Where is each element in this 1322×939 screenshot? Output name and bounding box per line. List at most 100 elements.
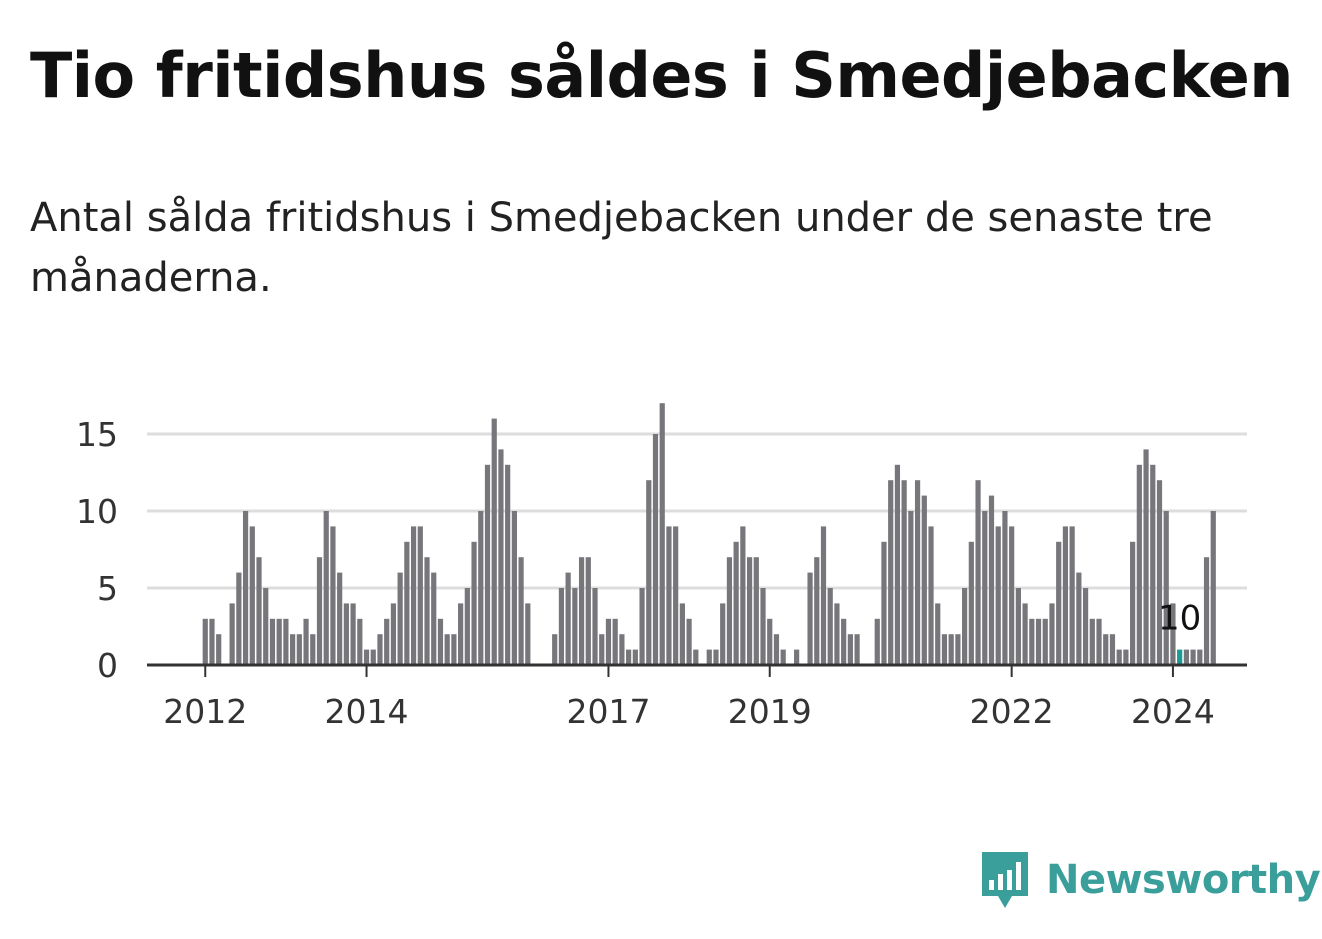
bar xyxy=(908,511,914,665)
x-tick-label: 2024 xyxy=(1131,692,1215,731)
bar xyxy=(1009,526,1015,665)
bars xyxy=(202,403,1216,665)
bar xyxy=(888,480,894,665)
bar xyxy=(505,464,511,665)
bar xyxy=(337,572,343,665)
x-tick-label: 2012 xyxy=(163,692,247,731)
bar xyxy=(498,449,504,665)
bar xyxy=(478,511,484,665)
y-tick-label: 5 xyxy=(97,569,118,608)
bar xyxy=(626,649,632,665)
bar xyxy=(666,526,672,665)
bar xyxy=(202,618,208,665)
bar xyxy=(746,557,753,665)
bar xyxy=(1210,511,1216,665)
bar xyxy=(1116,649,1122,665)
bar xyxy=(330,526,336,665)
bar xyxy=(780,649,786,665)
bar xyxy=(410,526,417,665)
bar xyxy=(464,588,470,665)
bar xyxy=(975,480,981,665)
bar xyxy=(720,603,726,665)
x-tick-label: 2014 xyxy=(325,692,409,731)
bar xyxy=(901,480,907,665)
y-tick-label: 0 xyxy=(97,646,118,685)
bar xyxy=(1183,649,1189,665)
bar xyxy=(1076,572,1082,665)
bar xyxy=(565,572,571,665)
bar xyxy=(1056,541,1062,665)
bar xyxy=(417,526,423,665)
bar xyxy=(948,634,954,665)
bar xyxy=(236,572,242,665)
bar xyxy=(397,572,403,665)
bar xyxy=(1130,541,1136,665)
bar xyxy=(572,588,578,665)
bar xyxy=(1163,511,1169,665)
bar xyxy=(982,511,988,665)
bar xyxy=(471,541,477,665)
bar xyxy=(310,634,316,665)
bar xyxy=(1082,588,1089,665)
bar xyxy=(552,634,558,665)
bar xyxy=(962,588,968,665)
bar xyxy=(525,603,531,665)
bar xyxy=(518,557,524,665)
bar xyxy=(290,634,296,665)
bar xyxy=(209,618,215,665)
y-tick-label: 15 xyxy=(76,415,118,454)
bar xyxy=(733,541,739,665)
bar xyxy=(216,634,222,665)
bar xyxy=(605,618,612,665)
bar xyxy=(585,557,591,665)
bar xyxy=(558,588,565,665)
bar xyxy=(767,618,773,665)
bar xyxy=(794,649,800,665)
bar xyxy=(1022,603,1028,665)
bar xyxy=(1170,603,1176,665)
brand-logo: Newsworthy xyxy=(980,848,1321,912)
bar xyxy=(599,634,605,665)
bar xyxy=(444,634,450,665)
bar xyxy=(1156,480,1163,665)
brand-name: Newsworthy xyxy=(1046,857,1321,903)
bar xyxy=(384,618,390,665)
bar xyxy=(256,557,262,665)
highlight-value-label: 10 xyxy=(1158,599,1201,639)
bar xyxy=(847,634,853,665)
bar xyxy=(1035,618,1042,665)
bar xyxy=(303,618,309,665)
bar xyxy=(451,634,457,665)
bar xyxy=(511,511,517,665)
bar xyxy=(773,634,780,665)
bar xyxy=(1096,618,1102,665)
bar xyxy=(323,511,329,665)
bar xyxy=(491,418,497,665)
bar xyxy=(935,603,941,665)
y-tick-label: 10 xyxy=(76,492,118,531)
axes xyxy=(147,663,1247,677)
bar xyxy=(760,588,766,665)
bar xyxy=(686,618,692,665)
bar xyxy=(854,634,860,665)
bar xyxy=(343,603,349,665)
bar xyxy=(988,495,995,665)
bar xyxy=(1203,557,1210,665)
bar xyxy=(726,557,733,665)
bar xyxy=(753,557,759,665)
bar xyxy=(1062,526,1069,665)
bar xyxy=(424,557,430,665)
bar xyxy=(673,526,679,665)
bar xyxy=(484,464,491,665)
bar xyxy=(693,649,699,665)
bar xyxy=(740,526,746,665)
bar xyxy=(1015,588,1021,665)
bar xyxy=(316,557,323,665)
bar xyxy=(827,588,833,665)
bar xyxy=(363,649,370,665)
bar xyxy=(357,618,363,665)
bar xyxy=(276,618,282,665)
bar xyxy=(995,526,1001,665)
bar xyxy=(928,526,934,665)
bar xyxy=(1103,634,1109,665)
